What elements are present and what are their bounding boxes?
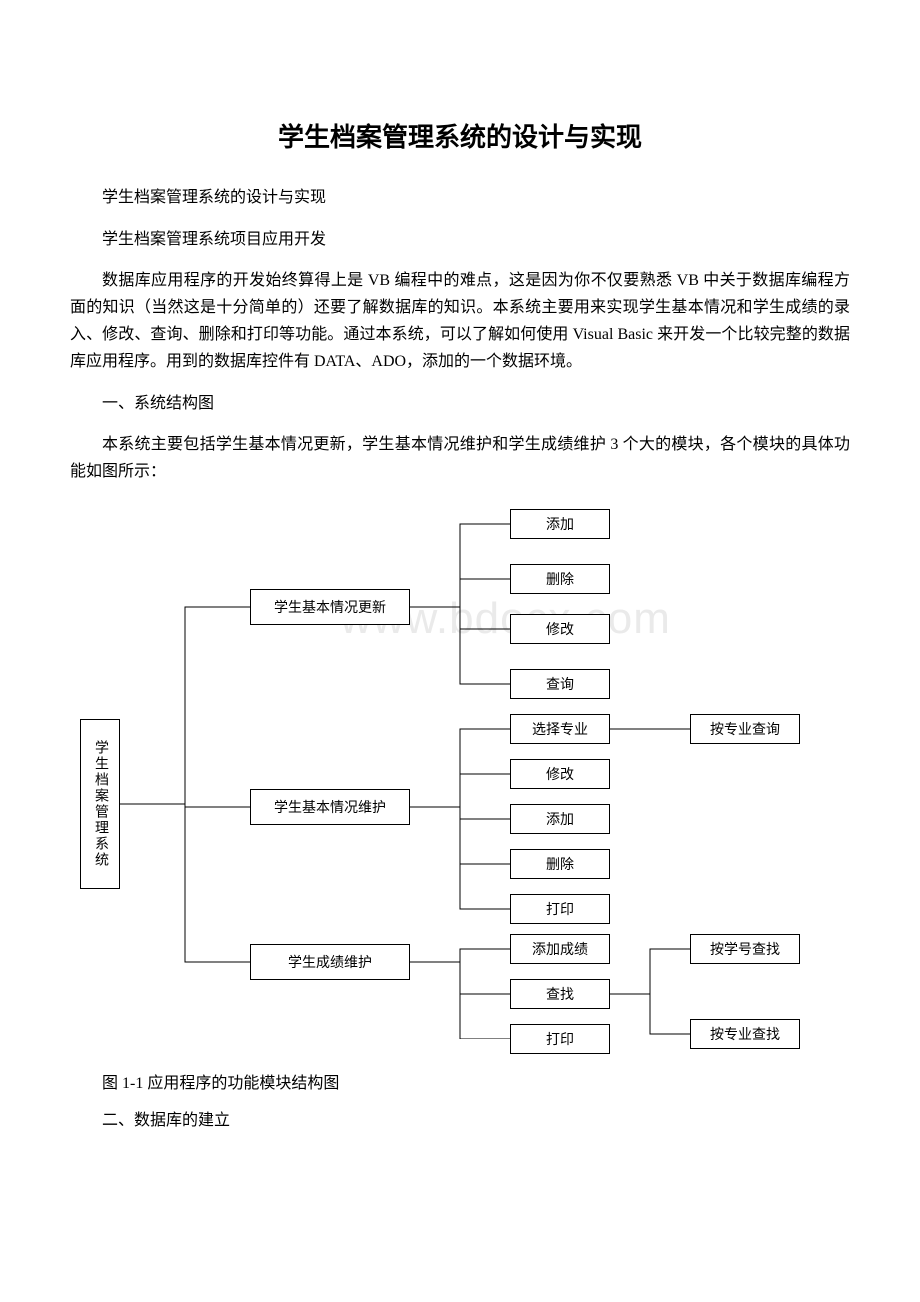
figure-caption: 图 1-1 应用程序的功能模块结构图	[70, 1069, 850, 1093]
tree-fn-10: 查找	[510, 979, 610, 1009]
paragraph-intro: 数据库应用程序的开发始终算得上是 VB 编程中的难点，这是因为你不仅要熟悉 VB…	[70, 267, 850, 376]
tree-sub-0: 按专业查询	[690, 714, 800, 744]
tree-module-0: 学生基本情况更新	[250, 589, 410, 625]
tree-root: 学生档案管理系统	[80, 719, 120, 889]
tree-fn-6: 添加	[510, 804, 610, 834]
tree-fn-1: 删除	[510, 564, 610, 594]
tree-sub-1: 按学号查找	[690, 934, 800, 964]
tree-fn-11: 打印	[510, 1024, 610, 1054]
document-page: 学生档案管理系统的设计与实现 学生档案管理系统的设计与实现 学生档案管理系统项目…	[0, 0, 920, 1208]
tree-sub-2: 按专业查找	[690, 1019, 800, 1049]
tree-module-1: 学生基本情况维护	[250, 789, 410, 825]
tree-fn-5: 修改	[510, 759, 610, 789]
tree-module-2: 学生成绩维护	[250, 944, 410, 980]
tree-fn-3: 查询	[510, 669, 610, 699]
tree-fn-2: 修改	[510, 614, 610, 644]
page-title: 学生档案管理系统的设计与实现	[70, 117, 850, 154]
module-structure-diagram: www.bdocx.com 学生档案管理系统学生基本情况更新学生基本情况维护学生…	[70, 499, 850, 1039]
tree-fn-8: 打印	[510, 894, 610, 924]
section-heading-2: 二、数据库的建立	[70, 1107, 850, 1134]
tree-fn-4: 选择专业	[510, 714, 610, 744]
paragraph-subtitle1: 学生档案管理系统的设计与实现	[70, 184, 850, 211]
tree-fn-0: 添加	[510, 509, 610, 539]
section-heading-1: 一、系统结构图	[70, 390, 850, 417]
tree-fn-7: 删除	[510, 849, 610, 879]
tree-fn-9: 添加成绩	[510, 934, 610, 964]
paragraph-modules: 本系统主要包括学生基本情况更新，学生基本情况维护和学生成绩维护 3 个大的模块，…	[70, 431, 850, 485]
paragraph-subtitle2: 学生档案管理系统项目应用开发	[70, 226, 850, 253]
